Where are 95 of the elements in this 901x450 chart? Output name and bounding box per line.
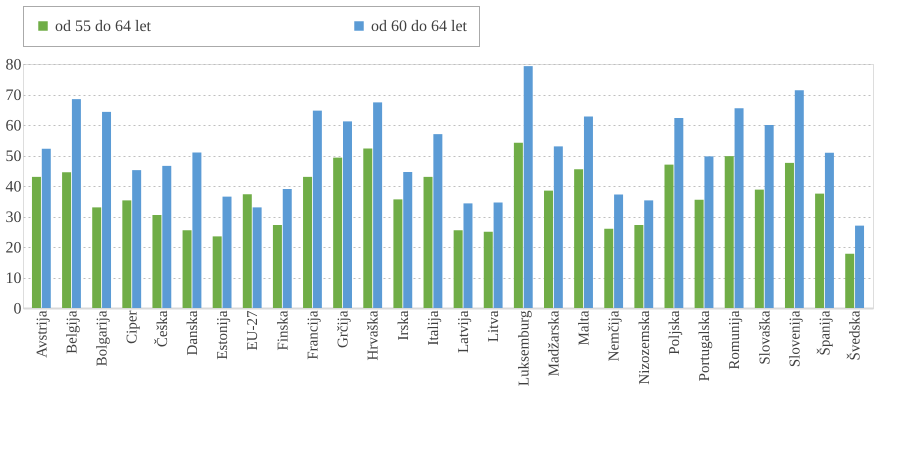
x-tick-label: Ciper (124, 310, 141, 344)
bar (484, 232, 493, 308)
legend-label: od 55 do 64 let (55, 18, 152, 35)
bar (102, 112, 112, 308)
bar (242, 194, 252, 308)
bar (122, 200, 132, 308)
bar (544, 190, 554, 308)
bar (182, 230, 192, 308)
legend-label: od 60 do 64 let (371, 18, 468, 35)
x-tick-label: Avstrija (34, 310, 50, 358)
bar (754, 190, 764, 308)
bar (403, 172, 412, 308)
y-tick-label: 50 (6, 148, 22, 165)
x-tick-label: Nizozemska (636, 310, 653, 385)
bar (764, 125, 774, 308)
bar (815, 194, 824, 308)
x-tick-label: Francija (305, 310, 322, 360)
x-tick-label: Portugalska (697, 310, 714, 382)
y-tick-label: 70 (6, 87, 22, 104)
bar (272, 225, 282, 308)
x-tick-label: Romunija (727, 310, 744, 370)
bar (784, 162, 794, 308)
bar (393, 199, 402, 308)
bar (32, 176, 41, 308)
x-tick-label: Irska (396, 310, 412, 340)
bar (524, 66, 533, 308)
bar (92, 207, 102, 308)
x-tick-label: Belgija (64, 310, 80, 354)
bar (42, 148, 51, 308)
y-tick-label: 0 (14, 300, 22, 318)
bar (704, 156, 714, 308)
x-tick-label: Češka (154, 310, 171, 348)
y-tick-label: 30 (6, 209, 22, 226)
x-tick-label: Danska (184, 310, 201, 356)
bar (312, 110, 322, 308)
y-tick-label: 40 (6, 178, 22, 196)
bar (433, 134, 442, 308)
x-tick-label: Luksemburg (516, 310, 532, 386)
bar (584, 116, 593, 308)
bar (734, 108, 744, 308)
bar (614, 194, 624, 308)
x-tick-label: Malta (576, 310, 593, 346)
bar (363, 148, 372, 308)
x-tick-label: Grčija (336, 310, 352, 348)
bar (132, 170, 142, 308)
x-tick-label: Latvija (456, 310, 472, 353)
bar (373, 102, 382, 308)
bar (724, 156, 734, 308)
bar (824, 152, 834, 308)
bar (62, 172, 72, 308)
bar (644, 200, 654, 308)
bar (554, 146, 563, 308)
bar (514, 142, 523, 308)
bar (694, 200, 704, 308)
x-tick-label: Estonija (215, 310, 232, 360)
x-tick-label: Litva (486, 310, 502, 342)
bar (855, 226, 864, 308)
bar (634, 225, 644, 308)
bar (463, 203, 472, 308)
bar (152, 214, 162, 308)
bar (282, 189, 292, 308)
bar (252, 207, 262, 308)
x-tick-label: Bolgarija (94, 310, 111, 366)
x-tick-label: Madžarska (546, 310, 562, 376)
x-tick-label: Slovenija (787, 310, 804, 368)
x-tick-label: Italija (426, 310, 442, 346)
bar (574, 169, 584, 308)
x-tick-label: Poljska (666, 310, 683, 355)
bar (454, 230, 463, 308)
bar (845, 254, 854, 308)
bar (424, 176, 433, 308)
x-tick-label: Švedska (846, 310, 864, 360)
bar (674, 118, 684, 308)
bar (664, 164, 674, 308)
x-tick-label: Španija (816, 310, 834, 356)
x-tick-label: Finska (275, 310, 292, 351)
x-tick-label: Nemčija (606, 310, 623, 362)
bar (192, 152, 202, 308)
y-tick-label: 60 (6, 118, 22, 134)
x-tick-label: Hrvaška (366, 310, 382, 360)
bar (333, 158, 342, 308)
bar (604, 228, 614, 308)
y-tick-label: 10 (6, 270, 22, 287)
bar (303, 176, 312, 308)
bar (794, 90, 804, 308)
bar (342, 121, 352, 308)
bar (222, 196, 232, 308)
x-tick-label: Slovaška (757, 310, 774, 365)
bar (162, 166, 172, 308)
y-tick-label: 80 (6, 56, 22, 74)
y-tick-label: 20 (6, 240, 22, 256)
bar (212, 236, 222, 308)
x-tick-label: EU-27 (245, 310, 262, 350)
bar (72, 99, 81, 308)
bar (494, 202, 503, 308)
